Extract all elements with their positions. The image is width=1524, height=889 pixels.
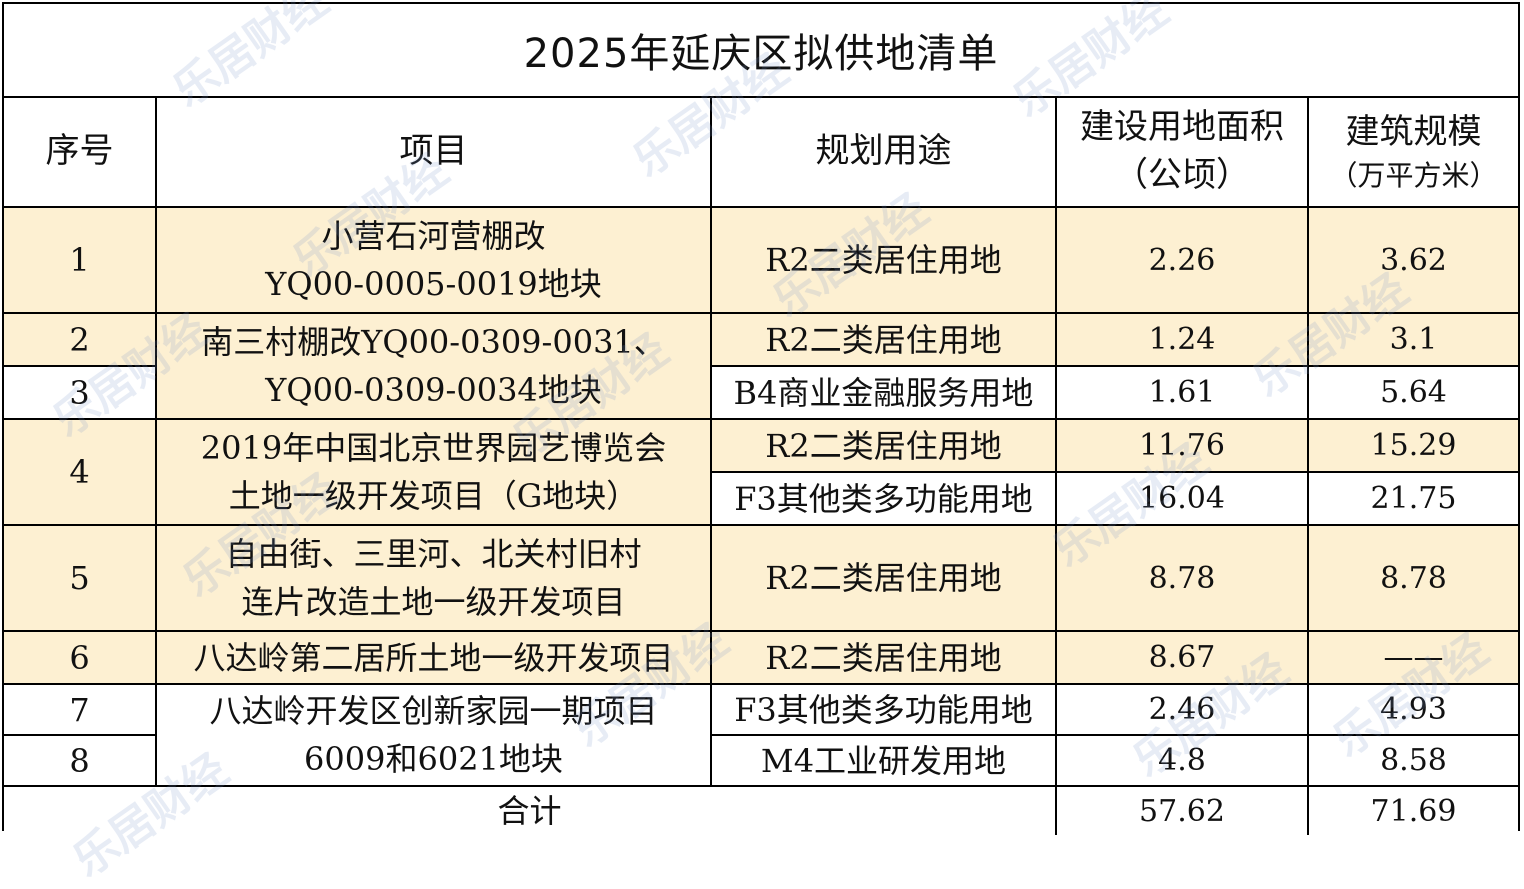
cell-scale: 15.29 bbox=[1307, 418, 1518, 473]
header-area-line2: （公顷） bbox=[1114, 155, 1250, 195]
header-scale-line2: （万平方米） bbox=[1329, 159, 1498, 193]
cell-project: 八达岭第二居所土地一级开发项目 bbox=[155, 630, 712, 685]
cell-area: 1.24 bbox=[1055, 312, 1309, 367]
header-seq: 序号 bbox=[4, 98, 157, 208]
table-row: 7 八达岭开发区创新家园一期项目 6009和6021地块 F3其他类多功能用地 … bbox=[4, 683, 1518, 787]
cell-area: 8.78 bbox=[1055, 524, 1309, 632]
cell-usage: R2二类居住用地 bbox=[710, 418, 1057, 473]
total-row: 合计 57.62 71.69 bbox=[4, 785, 1518, 835]
cell-area: 8.67 bbox=[1055, 630, 1309, 685]
cell-project-line1: 自由街、三里河、北关村旧村 bbox=[225, 535, 642, 573]
cell-project-line2: YQ00-0005-0019地块 bbox=[265, 265, 602, 303]
cell-area: 2.46 bbox=[1055, 683, 1309, 736]
cell-project-line2: 土地一级开发项目（G地块） bbox=[228, 477, 639, 515]
cell-area: 16.04 bbox=[1055, 471, 1309, 526]
cell-area: 2.26 bbox=[1055, 206, 1309, 314]
cell-project: 自由街、三里河、北关村旧村 连片改造土地一级开发项目 bbox=[155, 524, 712, 632]
cell-seq: 6 bbox=[4, 630, 157, 685]
header-usage: 规划用途 bbox=[710, 98, 1057, 208]
cell-seq: 8 bbox=[4, 734, 157, 787]
header-scale-line1: 建筑规模 bbox=[1345, 111, 1482, 152]
cell-seq: 2 bbox=[4, 312, 157, 367]
header-area-line1: 建设用地面积 bbox=[1080, 107, 1284, 148]
land-supply-table: 序号 项目 规划用途 建设用地面积 （公顷） 建筑规模 （万平方米） 1 小营石… bbox=[4, 98, 1518, 835]
cell-project: 八达岭开发区创新家园一期项目 6009和6021地块 bbox=[155, 683, 712, 787]
cell-seq: 7 bbox=[4, 683, 157, 736]
total-area: 57.62 bbox=[1055, 785, 1309, 835]
cell-scale: 21.75 bbox=[1307, 471, 1518, 526]
header-scale: 建筑规模 （万平方米） bbox=[1307, 98, 1518, 208]
cell-seq: 1 bbox=[4, 206, 157, 314]
cell-seq: 5 bbox=[4, 524, 157, 632]
total-scale: 71.69 bbox=[1307, 785, 1518, 835]
cell-area: 4.8 bbox=[1055, 734, 1309, 787]
table-row: 1 小营石河营棚改 YQ00-0005-0019地块 R2二类居住用地 2.26… bbox=[4, 206, 1518, 314]
cell-usage: F3其他类多功能用地 bbox=[710, 683, 1057, 736]
cell-area: 11.76 bbox=[1055, 418, 1309, 473]
cell-usage: F3其他类多功能用地 bbox=[711, 471, 1057, 526]
table-row: 2 南三村棚改YQ00-0309-0031、 YQ00-0309-0034地块 … bbox=[4, 312, 1518, 420]
cell-project-line1: 2019年中国北京世界园艺博览会 bbox=[200, 429, 667, 467]
table-row: 6 八达岭第二居所土地一级开发项目 R2二类居住用地 8.67 —— bbox=[4, 630, 1518, 685]
cell-seq: 3 bbox=[4, 365, 157, 420]
cell-project-line2: YQ00-0309-0034地块 bbox=[265, 371, 602, 409]
cell-scale: 8.78 bbox=[1307, 524, 1518, 632]
cell-usage: R2二类居住用地 bbox=[710, 630, 1057, 685]
land-supply-table-frame: 2025年延庆区拟供地清单 序号 项目 规划用途 建设用地面积 （公顷） 建筑规… bbox=[2, 2, 1520, 835]
cell-project: 南三村棚改YQ00-0309-0031、 YQ00-0309-0034地块 bbox=[155, 312, 712, 420]
cell-seq: 4 bbox=[4, 418, 157, 526]
cell-project-line1: 小营石河营棚改 bbox=[321, 217, 546, 255]
cell-scale: 3.1 bbox=[1307, 312, 1518, 367]
cell-usage: M4工业研发用地 bbox=[710, 734, 1057, 787]
cell-project-line2: 连片改造土地一级开发项目 bbox=[241, 583, 626, 621]
cell-scale: 5.64 bbox=[1307, 365, 1518, 420]
total-label: 合计 bbox=[4, 785, 1057, 835]
cell-usage: R2二类居住用地 bbox=[710, 206, 1057, 314]
cell-project: 2019年中国北京世界园艺博览会 土地一级开发项目（G地块） bbox=[155, 418, 712, 526]
cell-project-line1: 南三村棚改YQ00-0309-0031、 bbox=[201, 323, 666, 361]
cell-scale: 4.93 bbox=[1307, 683, 1518, 736]
header-project: 项目 bbox=[155, 98, 712, 208]
cell-project-line1: 八达岭开发区创新家园一期项目 bbox=[209, 692, 658, 730]
table-row: 5 自由街、三里河、北关村旧村 连片改造土地一级开发项目 R2二类居住用地 8.… bbox=[4, 524, 1518, 632]
table-row: 4 2019年中国北京世界园艺博览会 土地一级开发项目（G地块） R2二类居住用… bbox=[4, 418, 1518, 526]
header-area: 建设用地面积 （公顷） bbox=[1055, 98, 1309, 208]
cell-usage: R2二类居住用地 bbox=[710, 312, 1057, 367]
cell-usage: R2二类居住用地 bbox=[710, 524, 1057, 632]
cell-area: 1.61 bbox=[1055, 365, 1309, 420]
cell-scale: 3.62 bbox=[1307, 206, 1518, 314]
cell-scale: 8.58 bbox=[1307, 734, 1518, 787]
cell-project: 小营石河营棚改 YQ00-0005-0019地块 bbox=[155, 206, 712, 314]
cell-project-line2: 6009和6021地块 bbox=[304, 740, 563, 778]
table-row: 3 B4商业金融服务用地 1.61 5.64 bbox=[4, 365, 1518, 420]
table-title: 2025年延庆区拟供地清单 bbox=[4, 4, 1518, 98]
cell-usage: B4商业金融服务用地 bbox=[710, 365, 1057, 420]
header-row: 序号 项目 规划用途 建设用地面积 （公顷） 建筑规模 （万平方米） bbox=[4, 98, 1518, 208]
cell-scale: —— bbox=[1307, 630, 1518, 685]
